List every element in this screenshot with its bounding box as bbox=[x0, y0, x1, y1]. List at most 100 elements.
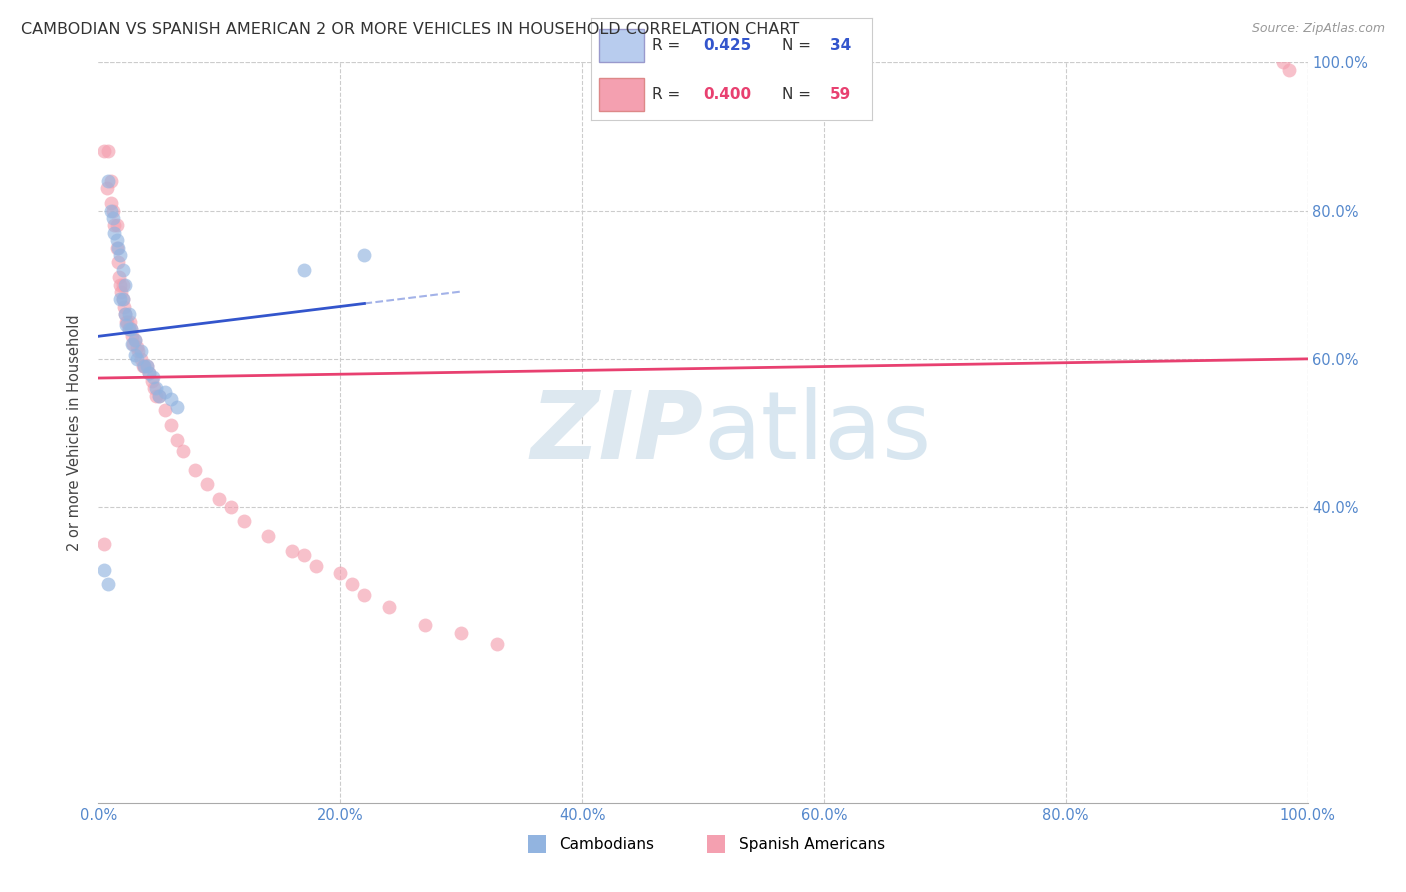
Point bbox=[101, 211, 124, 225]
Point bbox=[145, 388, 167, 402]
Point bbox=[292, 262, 315, 277]
Text: N =: N = bbox=[782, 87, 815, 103]
Text: 59: 59 bbox=[830, 87, 851, 103]
Point bbox=[118, 314, 141, 328]
Text: CAMBODIAN VS SPANISH AMERICAN 2 OR MORE VEHICLES IN HOUSEHOLD CORRELATION CHART: CAMBODIAN VS SPANISH AMERICAN 2 OR MORE … bbox=[21, 22, 800, 37]
Point bbox=[100, 196, 122, 211]
Point bbox=[111, 262, 134, 277]
Point bbox=[114, 277, 136, 292]
Text: atlas: atlas bbox=[703, 386, 931, 479]
Point bbox=[108, 293, 131, 307]
Legend: Cambodians, Spanish Americans: Cambodians, Spanish Americans bbox=[515, 830, 891, 858]
Point bbox=[103, 219, 125, 233]
Point bbox=[232, 515, 254, 529]
Point bbox=[124, 348, 146, 362]
Point bbox=[124, 333, 146, 347]
Point bbox=[117, 314, 139, 328]
Point bbox=[486, 637, 509, 651]
Point bbox=[118, 322, 141, 336]
Text: 0.400: 0.400 bbox=[703, 87, 751, 103]
Point bbox=[129, 344, 152, 359]
Point bbox=[111, 293, 134, 307]
Point bbox=[172, 444, 194, 458]
Point bbox=[127, 341, 149, 355]
Point bbox=[105, 240, 128, 255]
Point bbox=[115, 314, 138, 328]
Point bbox=[148, 388, 170, 402]
Point bbox=[138, 367, 160, 381]
Text: Source: ZipAtlas.com: Source: ZipAtlas.com bbox=[1251, 22, 1385, 36]
Point bbox=[111, 293, 134, 307]
Y-axis label: 2 or more Vehicles in Household: 2 or more Vehicles in Household bbox=[67, 314, 83, 551]
Point bbox=[105, 219, 128, 233]
Point bbox=[353, 248, 375, 262]
Point bbox=[413, 618, 436, 632]
Point bbox=[135, 359, 157, 373]
Point bbox=[148, 388, 170, 402]
Point bbox=[108, 248, 131, 262]
Point bbox=[120, 322, 142, 336]
Point bbox=[97, 174, 120, 188]
Point bbox=[221, 500, 243, 514]
Point bbox=[141, 374, 163, 388]
Point bbox=[132, 359, 155, 373]
Point bbox=[138, 367, 160, 381]
Text: R =: R = bbox=[652, 87, 686, 103]
Point bbox=[93, 145, 115, 159]
Point bbox=[97, 145, 120, 159]
Point bbox=[256, 529, 278, 543]
Point bbox=[134, 359, 156, 373]
Point bbox=[110, 285, 132, 299]
Point bbox=[160, 392, 183, 407]
Point bbox=[129, 351, 152, 366]
Point bbox=[127, 351, 149, 366]
Point bbox=[120, 322, 142, 336]
Point bbox=[153, 384, 176, 399]
Point bbox=[208, 492, 231, 507]
Point bbox=[115, 318, 138, 333]
Point bbox=[93, 536, 115, 550]
Point bbox=[292, 548, 315, 562]
Point bbox=[195, 477, 218, 491]
Point bbox=[93, 563, 115, 577]
Point bbox=[353, 589, 375, 603]
Point bbox=[184, 462, 207, 476]
Point bbox=[329, 566, 352, 581]
Point bbox=[377, 599, 399, 614]
Point bbox=[101, 203, 124, 218]
Point bbox=[108, 270, 131, 285]
Point bbox=[100, 174, 122, 188]
Point bbox=[166, 400, 188, 414]
Point bbox=[160, 418, 183, 433]
Text: ZIP: ZIP bbox=[530, 386, 703, 479]
Point bbox=[103, 226, 125, 240]
Point bbox=[100, 203, 122, 218]
Point bbox=[127, 344, 149, 359]
FancyBboxPatch shape bbox=[599, 29, 644, 62]
Point bbox=[134, 359, 156, 373]
Point bbox=[112, 300, 135, 314]
Point bbox=[114, 307, 136, 321]
Text: N =: N = bbox=[782, 38, 815, 53]
Point bbox=[121, 329, 143, 343]
Point bbox=[153, 403, 176, 417]
Point bbox=[1278, 62, 1301, 77]
Point bbox=[305, 558, 328, 573]
Point bbox=[124, 333, 146, 347]
Point bbox=[122, 336, 145, 351]
Point bbox=[105, 233, 128, 247]
Point bbox=[342, 577, 364, 591]
Point bbox=[107, 240, 129, 255]
FancyBboxPatch shape bbox=[599, 78, 644, 112]
Point bbox=[118, 307, 141, 321]
Point bbox=[118, 322, 141, 336]
Point bbox=[281, 544, 304, 558]
Point bbox=[96, 181, 118, 195]
Point bbox=[145, 381, 167, 395]
Point bbox=[108, 277, 131, 292]
Point bbox=[111, 277, 134, 292]
Point bbox=[107, 255, 129, 269]
Point bbox=[143, 381, 166, 395]
Point bbox=[135, 359, 157, 373]
Point bbox=[166, 433, 188, 447]
